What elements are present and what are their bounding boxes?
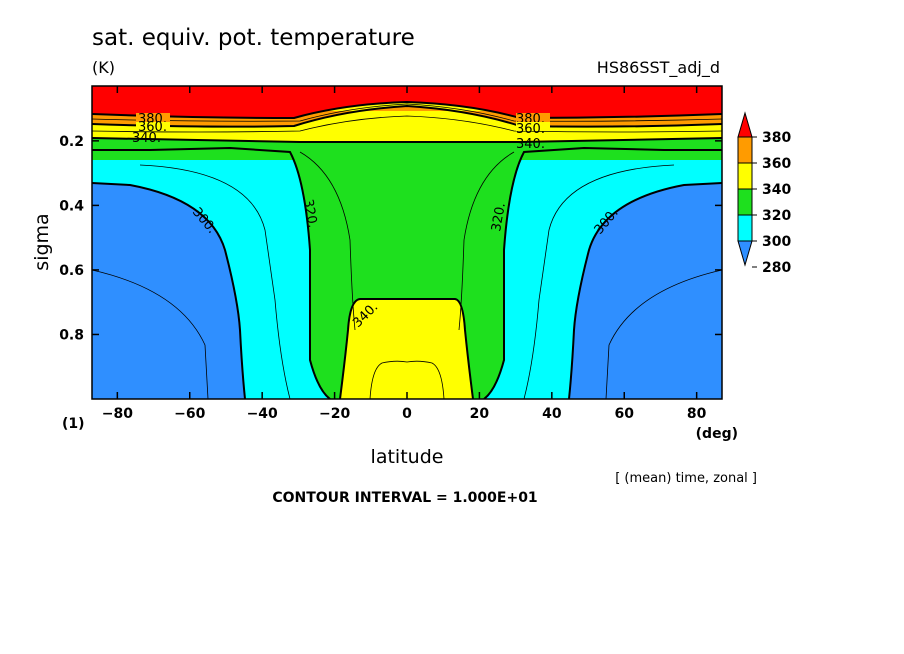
fill-below-300-left	[92, 183, 245, 399]
contour-label-360-right: 360.	[516, 122, 545, 137]
contour-350-top	[92, 115, 722, 133]
contour-380	[92, 100, 722, 120]
contour-370	[92, 103, 722, 122]
colorbar-swatch	[737, 136, 753, 164]
x-axis-label: latitude	[371, 446, 444, 468]
fill-340-360-upper-bulge	[290, 98, 524, 142]
colorbar-label: 360	[762, 156, 791, 172]
colorbar-swatch	[737, 214, 753, 242]
fill-below-300-right	[569, 183, 722, 399]
colorbar-swatch	[737, 188, 753, 216]
x-tick-label: 0	[402, 406, 412, 422]
contour-label-360-left: 360.	[138, 120, 167, 135]
y-tick-label: 0.8	[59, 327, 84, 343]
x-tick-label: 20	[470, 406, 490, 422]
contour-290-right	[605, 269, 722, 399]
contour-interval: CONTOUR INTERVAL = 1.000E+01	[272, 490, 537, 506]
y-axis-label: sigma	[31, 213, 53, 270]
contour-label-320-right: 320.	[489, 202, 509, 233]
chart-title: sat. equiv. pot. temperature	[92, 25, 415, 51]
contour-lines	[92, 100, 722, 399]
contour-300-left	[92, 182, 246, 399]
contour-310-right	[523, 164, 675, 399]
colorbar-swatch	[737, 162, 753, 190]
contour-340-equator	[339, 298, 474, 399]
contour-350-equator	[369, 360, 445, 399]
colorbar-label: 280	[762, 260, 791, 276]
contour-label-340-left: 340.	[132, 131, 161, 146]
x-tick-label: −80	[102, 406, 133, 422]
contour-360	[92, 104, 722, 128]
averaging-note: [ (mean) time, zonal ]	[615, 471, 757, 486]
contour-290-left	[92, 269, 209, 399]
x-tick-label: −20	[319, 406, 350, 422]
colorbar-label: 300	[762, 234, 791, 250]
y-tick-label: 0.4	[59, 198, 84, 214]
contour-label-320-left: 320.	[300, 198, 320, 229]
x-tick-label: 60	[614, 406, 634, 422]
x-unit-label: (deg)	[696, 426, 738, 442]
colorbar-label: 380	[762, 130, 791, 146]
x-axis: −80 −60 −40 −20 0 20 40 60 80	[102, 86, 707, 422]
y-unit-label: (1)	[62, 416, 85, 432]
colorbar-label: 320	[762, 208, 791, 224]
units-label: (K)	[92, 58, 115, 77]
y-tick-label: 0.6	[59, 263, 84, 279]
contour-310-left	[139, 164, 291, 399]
y-axis: 0.2 0.4 0.6 0.8	[59, 134, 722, 343]
contour-340-top	[92, 137, 722, 143]
x-tick-label: −40	[247, 406, 278, 422]
colorbar: 380 360 340 320 300 280	[737, 111, 791, 276]
contour-label-340-right: 340.	[516, 137, 545, 152]
dataset-label: HS86SST_adj_d	[597, 58, 720, 78]
x-tick-label: −60	[174, 406, 205, 422]
contour-320-right	[483, 146, 722, 399]
plot-area: 380. 360. 340. 380. 360. 340. 300. 300. …	[92, 86, 722, 399]
x-tick-label: 40	[542, 406, 562, 422]
colorbar-top-arrow	[737, 111, 753, 138]
colorbar-bottom-arrow	[737, 240, 753, 267]
contour-300-right	[568, 182, 722, 399]
contour-320-left	[92, 146, 331, 399]
y-tick-label: 0.2	[59, 134, 84, 150]
colorbar-label: 340	[762, 182, 791, 198]
contour-330	[299, 151, 515, 331]
x-tick-label: 80	[687, 406, 707, 422]
